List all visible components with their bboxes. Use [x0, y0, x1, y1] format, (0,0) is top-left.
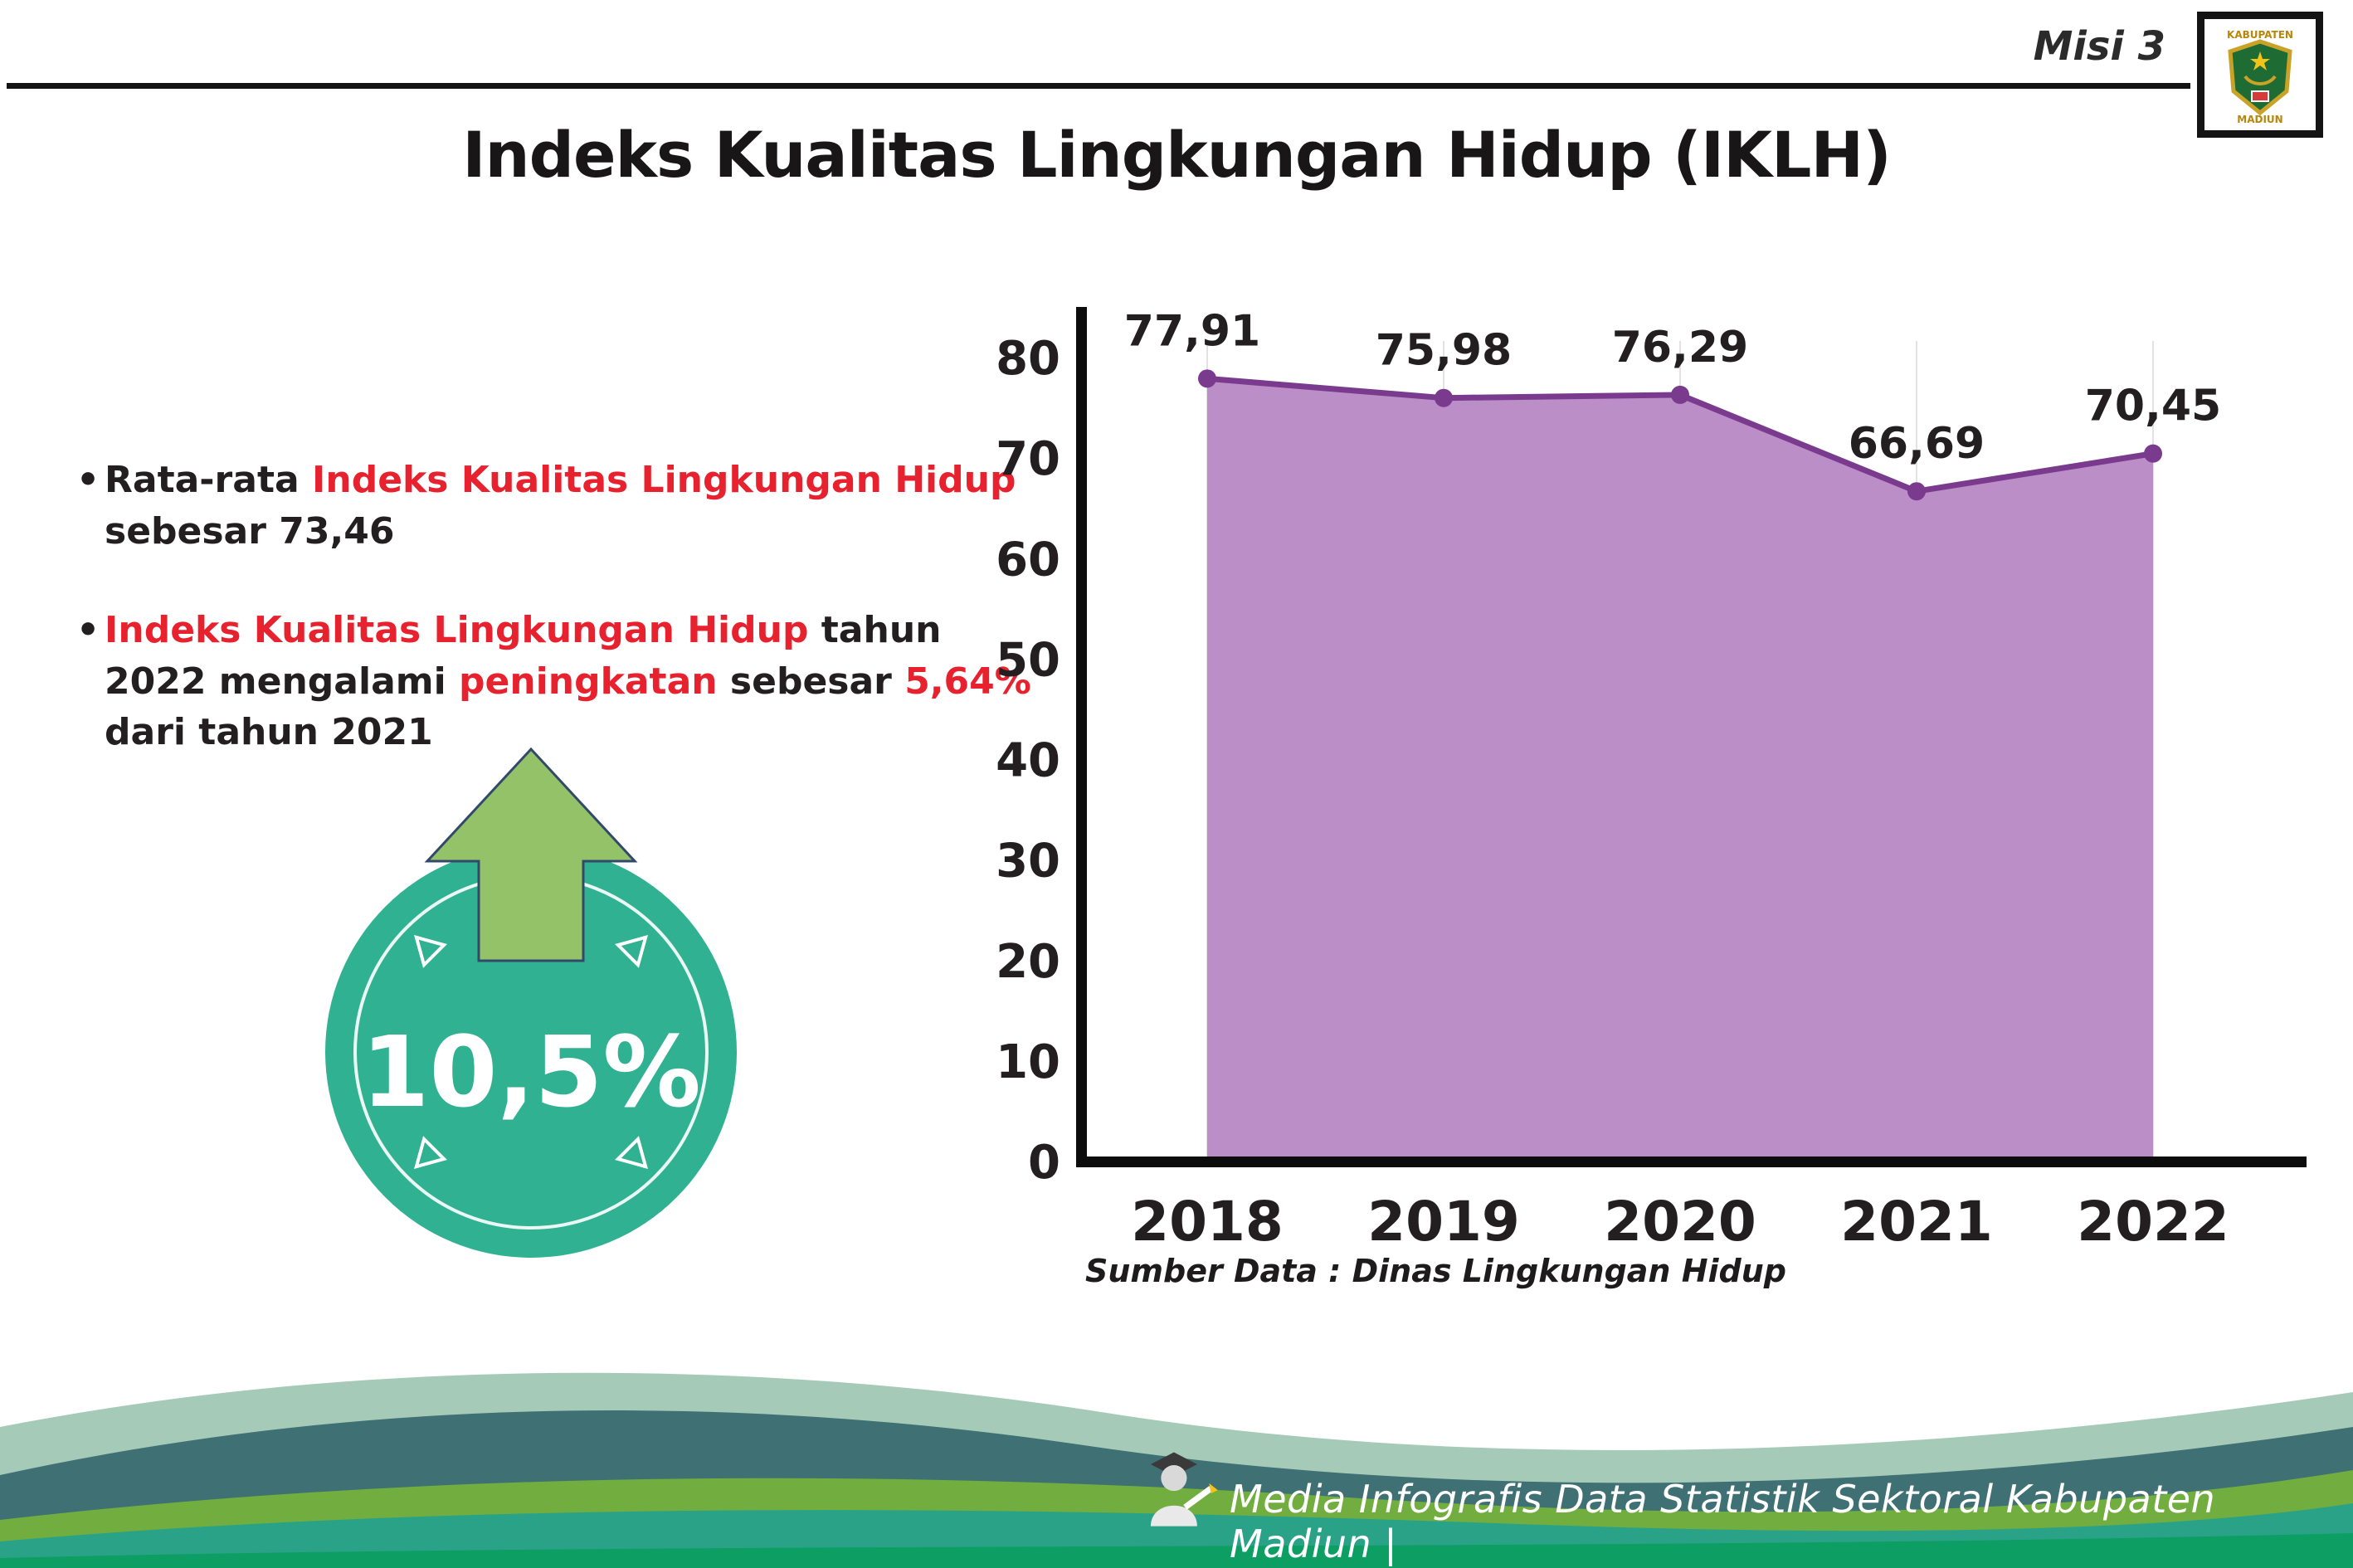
logo-text-madiun: MADIUN — [2237, 114, 2282, 124]
chart-point — [1435, 388, 1453, 407]
x-tick-label: 2020 — [1604, 1190, 1756, 1254]
source-note: Sumber Data : Dinas Lingkungan Hidup — [1085, 1253, 1786, 1289]
y-tick-label: 60 — [996, 533, 1060, 587]
header-rule — [7, 83, 2190, 89]
footer-wave-bottom — [0, 1533, 2353, 1568]
iklh-area-chart: 77,91 75,98 76,29 66,69 70,45 0 10 20 30 40 50 60 70… — [996, 306, 2307, 1254]
bullet-marker: • — [76, 459, 100, 501]
bullet-item: • Rata-rata Indeks Kualitas Lingkungan Hi… — [76, 455, 1039, 557]
x-axis — [1076, 1157, 2307, 1167]
kabupaten-madiun-logo: KABUPATEN MADIUN — [2197, 12, 2323, 138]
chart-point — [2144, 444, 2162, 463]
crest-banner — [2251, 90, 2269, 102]
bullet-text: Rata-rata Indeks Kualitas Lingkungan Hid… — [105, 459, 1016, 553]
y-tick-label: 70 — [996, 432, 1060, 486]
bullet-marker: • — [76, 609, 100, 652]
bullet-text: Indeks Kualitas Lingkungan Hidup tahun 2… — [105, 609, 1031, 754]
bullet-item: • Indeks Kualitas Lingkungan Hidup tahun … — [76, 605, 1039, 758]
footer-credit: Media Infografis Data Statistik Sektoral… — [1230, 1477, 2216, 1566]
kabupaten-madiun-crest-icon: KABUPATEN MADIUN — [2227, 29, 2293, 124]
crest-shield — [2228, 39, 2292, 116]
chart-value-label: 75,98 — [1376, 326, 1512, 376]
highlight-ring-ticks — [413, 934, 649, 1170]
up-arrow-icon — [424, 747, 638, 962]
logo-text-kabupaten: KABUPATEN — [2227, 29, 2293, 41]
page-title: Indeks Kualitas Lingkungan Hidup (IKLH) — [462, 118, 1892, 192]
x-tick-label: 2018 — [1131, 1190, 1284, 1254]
increase-highlight: 10,5% — [325, 747, 737, 1258]
y-tick-label: 30 — [996, 835, 1060, 889]
chart-value-label: 77,91 — [1124, 306, 1260, 356]
x-tick-label: 2022 — [2077, 1190, 2229, 1254]
chart-value-label: 70,45 — [2085, 382, 2221, 431]
bullet-list: • Rata-rata Indeks Kualitas Lingkungan Hi… — [76, 455, 1039, 758]
chart-point — [1671, 385, 1689, 404]
y-tick-label: 20 — [996, 935, 1060, 989]
highlight-circle — [325, 846, 737, 1258]
y-tick-label: 40 — [996, 734, 1060, 788]
mascot-icon — [1150, 1452, 1218, 1527]
x-tick-label: 2021 — [1840, 1190, 1993, 1254]
chart-area — [1207, 378, 2153, 1161]
chart-value-label: 66,69 — [1849, 419, 1985, 469]
misi-label: Misi 3 — [2033, 23, 2165, 70]
y-tick-label: 10 — [996, 1035, 1060, 1089]
y-tick-label: 80 — [996, 332, 1060, 386]
crest-ornament — [2243, 75, 2277, 85]
y-tick-label: 0 — [1028, 1136, 1060, 1190]
chart-point — [1198, 369, 1216, 388]
increase-percentage: 10,5% — [361, 1015, 700, 1129]
y-tick-label: 50 — [996, 633, 1060, 687]
crest-star — [2250, 51, 2270, 71]
chart-point — [1907, 482, 1926, 501]
x-tick-label: 2019 — [1367, 1190, 1520, 1254]
y-axis — [1076, 307, 1087, 1167]
chart-value-label: 76,29 — [1612, 323, 1748, 373]
